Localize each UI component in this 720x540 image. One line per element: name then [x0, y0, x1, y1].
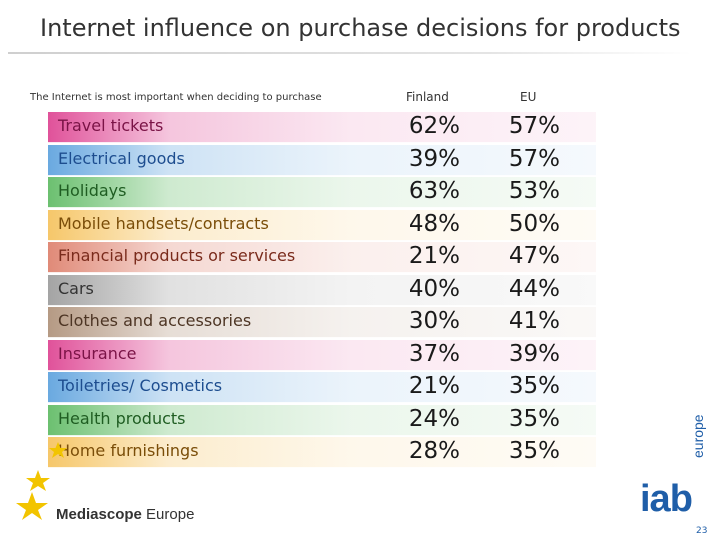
iab-logo: iab — [640, 478, 693, 520]
table-row-band — [48, 112, 596, 143]
table-row-band — [48, 307, 596, 338]
row-label: Home furnishings — [58, 441, 199, 460]
row-label: Mobile handsets/contracts — [58, 213, 269, 233]
value-finland: 40% — [408, 275, 460, 302]
value-eu: 44% — [508, 275, 560, 302]
row-label: Clothes and accessories — [58, 311, 252, 330]
table-row-band — [48, 404, 596, 436]
value-finland: 63% — [408, 178, 460, 204]
value-eu: 47% — [508, 243, 560, 269]
table-subtitle: The Internet is most important when deci… — [30, 92, 322, 103]
table-row-band — [48, 437, 596, 468]
value-finland: 62% — [408, 113, 460, 139]
value-finland: 21% — [408, 243, 460, 269]
value-eu: 53% — [508, 178, 560, 204]
value-eu: 35% — [508, 438, 560, 464]
page-title: Internet influence on purchase decisions… — [40, 14, 681, 42]
value-finland: 37% — [408, 340, 460, 367]
stars-logo-icon — [16, 442, 67, 520]
value-eu: 35% — [508, 405, 560, 432]
column-header-finland: Finland — [406, 90, 449, 104]
value-eu: 41% — [508, 308, 560, 334]
table-row-band — [48, 144, 596, 176]
value-finland: 21% — [408, 373, 460, 399]
table-row-band — [48, 274, 596, 306]
value-eu: 35% — [508, 373, 560, 399]
row-label: Cars — [58, 278, 94, 298]
row-label: Travel tickets — [58, 116, 164, 135]
table-row-band — [48, 339, 596, 371]
row-label: Toiletries/ Cosmetics — [58, 376, 223, 395]
value-eu: 39% — [508, 340, 560, 367]
star-small-icon — [49, 442, 67, 458]
row-label: Financial products or services — [58, 246, 296, 265]
column-header-eu: EU — [520, 90, 537, 104]
table-row-band — [48, 209, 596, 241]
row-label: Health products — [58, 408, 186, 428]
table-row-band — [48, 242, 596, 273]
table-row-band — [48, 372, 596, 403]
value-finland: 39% — [408, 145, 460, 172]
value-finland: 24% — [408, 405, 460, 432]
value-eu: 50% — [508, 210, 560, 237]
star-medium-icon — [26, 470, 50, 491]
row-label: Insurance — [58, 343, 137, 363]
star-large-icon — [16, 492, 48, 520]
value-finland: 28% — [408, 438, 460, 464]
value-finland: 30% — [408, 308, 460, 334]
row-label: Holidays — [58, 181, 127, 200]
table-row-band — [48, 177, 596, 208]
page-number: 23 — [696, 526, 708, 536]
row-label: Electrical goods — [58, 148, 185, 168]
title-divider — [8, 52, 692, 54]
iab-europe-label: europe — [690, 414, 706, 458]
value-finland: 48% — [408, 210, 460, 237]
value-eu: 57% — [508, 145, 560, 172]
value-eu: 57% — [508, 113, 560, 139]
mediascope-logo: Mediascope Europe — [56, 506, 195, 523]
